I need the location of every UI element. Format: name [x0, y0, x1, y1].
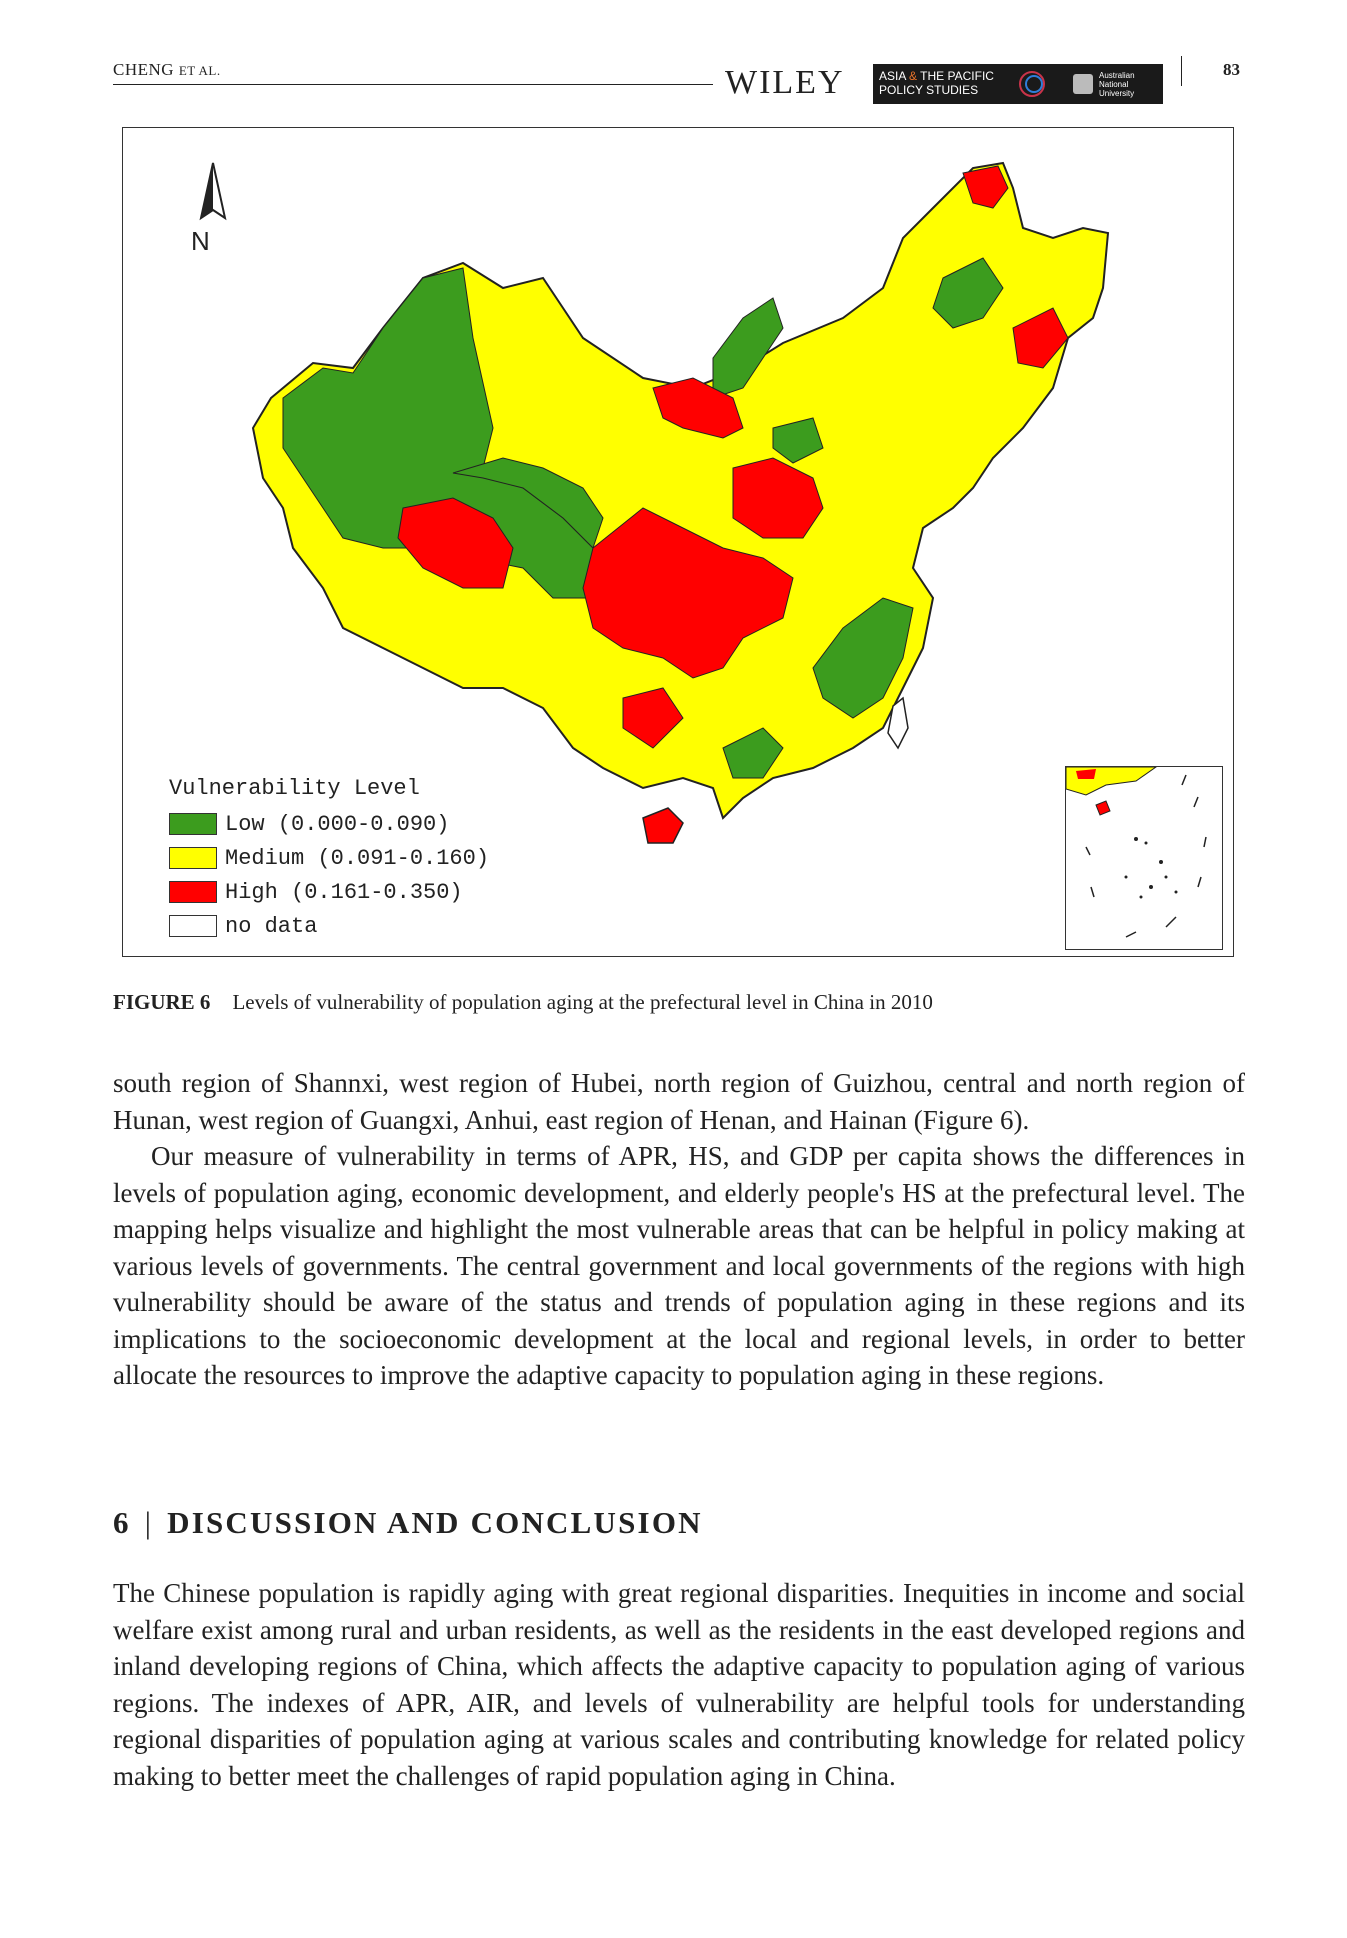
institution-name: Australian National University: [1099, 71, 1135, 98]
page-header: CHENG ET AL. WILEY ASIA & THE PACIFIC PO…: [113, 56, 1245, 106]
map-region-no-data-taiwan: [887, 696, 909, 750]
legend-swatch-high: [169, 881, 217, 903]
page-number: 83: [1223, 60, 1240, 79]
legend-swatch-low: [169, 813, 217, 835]
map-region-high-tibet-east: [397, 497, 514, 589]
map-region-high-east: [732, 457, 824, 539]
legend-item-high: High (0.161-0.350): [169, 875, 489, 909]
map-region-low-qinghai: [452, 457, 604, 549]
paragraph-3: The Chinese population is rapidly aging …: [113, 1578, 1245, 1791]
map-legend: Vulnerability Level Low (0.000-0.090) Me…: [169, 776, 489, 943]
journal-logo: ASIA & THE PACIFIC POLICY STUDIES Austra…: [873, 64, 1163, 104]
body-paragraphs-results: south region of Shannxi, west region of …: [113, 1065, 1245, 1394]
paragraph-2: Our measure of vulnerability in terms of…: [113, 1141, 1245, 1390]
figure-caption-text: Levels of vulnerability of population ag…: [232, 990, 933, 1014]
header-divider: [1181, 56, 1182, 86]
figure-map: N Vulnerability Level Low (0.000-0.090) …: [122, 127, 1234, 957]
map-region-high-hainan: [642, 807, 684, 844]
section-separator: |: [144, 1505, 154, 1540]
legend-swatch-medium: [169, 847, 217, 869]
journal-ring-inner-icon: [1025, 75, 1043, 93]
legend-title: Vulnerability Level: [169, 776, 420, 801]
running-head: CHENG ET AL.: [113, 60, 221, 80]
map-region-high-central: [582, 507, 794, 679]
south-china-sea-inset: [1065, 766, 1223, 950]
china-vulnerability-map: [251, 161, 1110, 844]
map-region-low-south: [722, 727, 784, 779]
north-label: N: [191, 226, 210, 256]
map-region-high-liaoning: [1012, 307, 1069, 369]
header-rule: [113, 84, 713, 85]
map-region-high-heilongjiang: [962, 165, 1009, 209]
map-region-low-southeast: [812, 597, 914, 719]
figure-caption: FIGURE 6 Levels of vulnerability of popul…: [113, 990, 933, 1015]
paragraph-1: south region of Shannxi, west region of …: [113, 1068, 1245, 1135]
legend-swatch-no-data: [169, 915, 217, 937]
inset-map: [1065, 766, 1207, 938]
legend-item-low: Low (0.000-0.090): [169, 807, 489, 841]
publisher-logo: WILEY: [725, 64, 845, 101]
map-region-low-north: [772, 417, 824, 464]
journal-title-line1: ASIA & THE PACIFIC: [879, 69, 994, 83]
university-crest-icon: [1073, 74, 1093, 94]
journal-ring-icon: [1019, 71, 1045, 97]
legend-item-medium: Medium (0.091-0.160): [169, 841, 489, 875]
north-arrow-icon: [199, 162, 227, 221]
map-region-high-south: [622, 687, 684, 749]
section-heading: 6 | DISCUSSION AND CONCLUSION: [113, 1505, 703, 1541]
running-head-etal: ET AL.: [178, 63, 221, 78]
figure-caption-label: FIGURE 6: [113, 990, 211, 1014]
legend-item-no-data: no data: [169, 909, 489, 943]
journal-title-line2: POLICY STUDIES: [879, 83, 979, 97]
map-region-low-northeast: [932, 257, 1004, 329]
body-paragraph-conclusion: The Chinese population is rapidly aging …: [113, 1575, 1245, 1794]
section-number: 6: [113, 1505, 131, 1540]
running-head-authors: CHENG: [113, 60, 175, 79]
section-title: DISCUSSION AND CONCLUSION: [167, 1505, 703, 1540]
map-region-high-north: [652, 377, 744, 439]
